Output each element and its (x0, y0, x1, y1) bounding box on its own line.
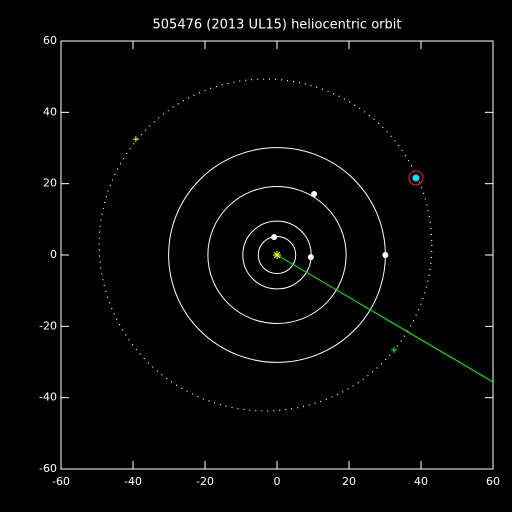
y-tick-label: 60 (43, 34, 57, 47)
planet (307, 254, 314, 261)
y-tick-label: -40 (39, 391, 57, 404)
sun (273, 251, 281, 259)
planet (382, 252, 389, 258)
perihelion-marker (132, 136, 139, 143)
planet (271, 234, 278, 241)
x-tick-label: 40 (414, 475, 428, 488)
node-marker (391, 346, 397, 353)
y-tick-label: 20 (43, 177, 57, 190)
y-tick-label: 0 (50, 248, 57, 261)
chart-title: 505476 (2013 UL15) heliocentric orbit (153, 18, 402, 33)
y-tick-label: -60 (39, 462, 57, 475)
object (412, 174, 420, 182)
x-tick-label: 0 (274, 475, 281, 488)
y-tick-label: 40 (43, 105, 57, 118)
planet (311, 191, 318, 198)
object-orbit (98, 78, 433, 412)
planet-orbit (207, 186, 347, 324)
y-tick-label: -20 (39, 319, 57, 332)
x-tick-label: -40 (124, 475, 142, 488)
x-tick-label: 20 (342, 475, 356, 488)
direction-line (276, 254, 494, 383)
x-tick-label: -60 (52, 475, 70, 488)
x-tick-label: 60 (486, 475, 500, 488)
x-tick-label: -20 (196, 475, 214, 488)
object-ring (408, 170, 424, 186)
